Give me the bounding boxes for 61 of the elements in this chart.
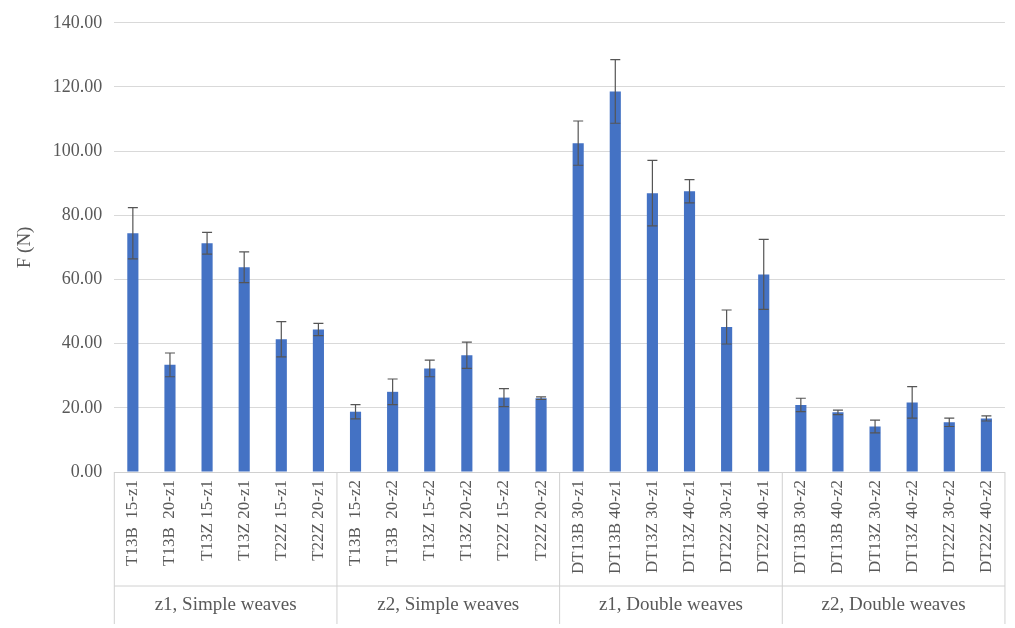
bar [795,404,807,472]
bar [572,143,584,472]
bar [201,243,213,472]
bar [424,368,436,472]
x-tick-label: T13B 15-z1 [122,480,142,566]
bar [275,339,287,472]
x-tick-label: DT22Z 40-z1 [753,480,773,574]
x-tick-label: T13Z 15-z1 [196,480,216,561]
x-tick-label: T22Z 20-z1 [307,480,327,561]
x-tick-label: T22Z 15-z2 [493,480,513,561]
bar [127,233,139,472]
bar [498,397,510,472]
text: z1, Simple weaves [154,592,297,614]
y-tick-label: 60.00 [61,268,103,289]
bar [238,267,250,472]
bar [312,329,324,472]
x-tick-label: DT13B 30-z2 [790,480,810,575]
bar [721,327,733,472]
bar [869,426,881,472]
bar [164,364,176,472]
text: z1, Double weaves [598,592,743,614]
x-tick-label: DT13B 40-z1 [604,480,624,575]
bar [646,193,658,472]
y-tick-label: 140.00 [52,11,103,32]
bar [461,355,473,472]
x-tick-label: T13Z 15-z2 [419,480,439,561]
x-tick-label: DT22Z 30-z2 [938,480,958,574]
text: z2, Simple weaves [377,592,520,614]
y-tick-label: 100.00 [52,139,103,160]
y-tick-label: 20.00 [61,396,103,417]
x-tick-label: T13B 20-z1 [159,480,179,566]
bar [943,422,955,472]
bar [349,411,362,472]
bar [387,391,399,472]
y-axis-title: F (N) [13,226,36,269]
x-tick-label: T22Z 15-z1 [270,480,290,561]
x-tick-label: DT13B 40-z2 [827,480,847,575]
x-tick-label: DT13Z 40-z2 [901,480,921,574]
x-tick-label: DT22Z 40-z2 [975,480,995,574]
bar [758,274,770,472]
x-tick-label: DT13Z 30-z2 [864,480,884,574]
y-tick-label: 120.00 [52,75,103,96]
x-tick-label: T13B 15-z2 [344,480,364,566]
x-tick-label: DT13B 30-z1 [567,480,587,575]
bar [906,402,918,472]
bar [683,191,696,472]
y-tick-label: 0.00 [70,460,103,481]
x-tick-label: T13Z 20-z1 [233,480,253,561]
bar [980,418,992,472]
x-tick-label: DT13Z 30-z1 [641,480,661,574]
x-tick-label: T13Z 20-z2 [456,480,476,561]
x-tick-label: T13B 20-z2 [382,480,402,566]
x-tick-label: T22Z 20-z2 [530,480,550,561]
y-tick-label: 40.00 [61,332,103,353]
bar [535,398,547,472]
text: z2, Double weaves [821,592,966,614]
x-tick-label: DT22Z 30-z1 [716,480,736,574]
y-tick-label: 80.00 [61,204,103,225]
bar [609,91,621,472]
bar [832,412,844,472]
x-tick-label: DT13Z 40-z1 [678,480,698,574]
